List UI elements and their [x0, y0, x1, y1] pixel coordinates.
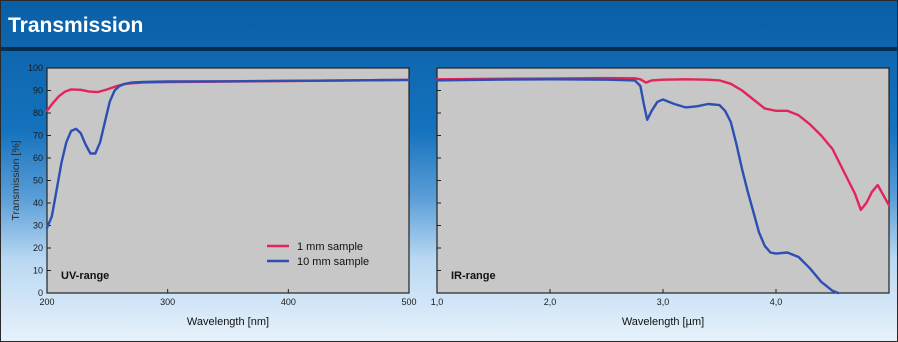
y-tick-label-60: 60 [33, 153, 43, 163]
panel-uv-range-x-tick-label-300: 300 [160, 297, 175, 307]
panel-ir-range-x-tick-label-3-0: 3,0 [657, 297, 670, 307]
panel-uv-range-plot-area [46, 67, 410, 294]
panel-uv-range-x-axis-label: Wavelength [nm] [187, 316, 269, 328]
legend-label-1-mm-sample: 1 mm sample [297, 241, 363, 253]
y-tick-label-100: 100 [28, 63, 43, 73]
panel-uv-range-x-tick-label-200: 200 [39, 297, 54, 307]
y-tick-label-30: 30 [33, 221, 43, 231]
panel-uv-range-range-label: UV-range [61, 270, 109, 282]
panel-ir-range-x-tick-label-4-0: 4,0 [770, 297, 783, 307]
panel-ir-range-range-label: IR-range [451, 270, 496, 282]
y-tick-label-90: 90 [33, 86, 43, 96]
y-tick-label-80: 80 [33, 108, 43, 118]
y-tick-label-50: 50 [33, 176, 43, 186]
panel-ir-range-x-tick-label-1-0: 1,0 [431, 297, 444, 307]
y-tick-label-40: 40 [33, 198, 43, 208]
panel-uv-range-x-tick-label-400: 400 [281, 297, 296, 307]
y-tick-label-0: 0 [38, 288, 43, 298]
y-axis-label: Transmission [%] [10, 140, 22, 220]
chart-title: Transmission [8, 14, 144, 37]
panel-ir-range-x-tick-label-2-0: 2,0 [544, 297, 557, 307]
panel-ir-range-series-10-mm-sample [435, 78, 840, 295]
y-tick-label-70: 70 [33, 131, 43, 141]
panel-uv-range-x-tick-label-500: 500 [401, 297, 416, 307]
legend-label-10-mm-sample: 10 mm sample [297, 256, 369, 268]
panel-ir-range-series-1-mm-sample [435, 76, 891, 211]
panel-uv-range-series-10-mm-sample [45, 78, 411, 229]
panel-ir-range-plot-area [436, 67, 890, 294]
y-tick-label-20: 20 [33, 243, 43, 253]
panel-ir-range-x-axis-label: Wavelength [µm] [622, 316, 704, 328]
y-tick-label-10: 10 [33, 266, 43, 276]
